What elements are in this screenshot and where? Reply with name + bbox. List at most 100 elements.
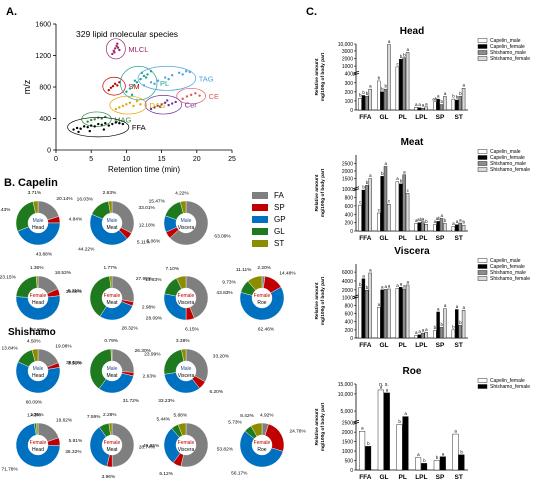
panel-a-label: A. [6, 6, 17, 18]
scatter-x-tick-label: 0 [54, 156, 58, 163]
donut-slice-label: 2.20% [257, 265, 271, 271]
scatter-x-label: Retention time (min) [108, 165, 180, 174]
bar [414, 107, 418, 111]
bar-letter: c [388, 199, 391, 204]
donut-center-part: Viscera [178, 225, 195, 231]
axis-break [352, 296, 360, 300]
scatter-point [86, 120, 89, 123]
bar-category-label: ST [455, 114, 463, 121]
bar [414, 223, 418, 232]
scatter-group-label: SM [128, 82, 139, 91]
bar [424, 332, 428, 339]
bar [405, 193, 410, 232]
scatter-point [115, 44, 118, 48]
bar [368, 88, 372, 111]
bar-letter: b [459, 91, 462, 96]
bar-y-tick-label: 200 [345, 328, 354, 334]
bar [358, 98, 362, 111]
scatter-point [174, 100, 177, 104]
donut-slice-label: 5.31% [68, 288, 82, 294]
bar-letter: b [452, 324, 455, 329]
donut-slice-label: 23.99% [144, 351, 161, 357]
scatter-y-tick-label: 1600 [35, 22, 51, 29]
scatter-point [125, 103, 128, 106]
scatter-group-ellipse [144, 95, 183, 115]
bar-letter: a [415, 330, 418, 335]
bar-legend-label: Capelin_male [490, 149, 521, 155]
bar-y-tick-label: 2500 [342, 161, 353, 167]
donut-slice-label: 4.84% [69, 216, 83, 222]
scatter-point [146, 73, 149, 76]
bar [415, 457, 422, 471]
scatter-x-tick-label: 5 [89, 156, 93, 163]
bar [436, 311, 440, 339]
donut-slice-label: 39.00% [66, 289, 83, 295]
scatter-point [156, 104, 160, 108]
donut-slice [32, 200, 39, 214]
bar-letter: a [418, 329, 421, 334]
donut-slice [108, 200, 113, 214]
donut-slice-label: 4.50% [27, 338, 41, 344]
bar-y-tick-label: 300 [345, 81, 354, 87]
bar-category-label: FFA [359, 114, 372, 121]
donut-center-sex: Female [254, 440, 271, 446]
bar-letter: a [425, 327, 428, 332]
donut-slice [177, 422, 187, 436]
scatter-point [170, 102, 174, 105]
bar-letter: a [369, 84, 372, 89]
donut-slice-label: 23.15% [0, 274, 17, 280]
bar-letter: a [452, 221, 455, 226]
bar [383, 392, 390, 471]
scatter-point [125, 90, 128, 93]
bar-category-label: LPL [415, 114, 427, 121]
bar-letter: b [400, 178, 403, 183]
bar-legend-label: Capelin_female [490, 155, 525, 161]
donut-slice-label: 5.06% [147, 238, 161, 244]
bar [402, 174, 406, 232]
scatter-point [88, 129, 91, 133]
scatter-point [132, 104, 135, 108]
bar-legend-label: Capelin_female [490, 264, 525, 270]
donut-center-sex: Male [33, 218, 44, 224]
bar-category-label: FFA [359, 235, 372, 242]
scatter-point [116, 84, 119, 87]
bar-letter: a [456, 219, 459, 224]
donut-slice-label: 4.22% [175, 190, 189, 196]
bar-letter: a [369, 267, 372, 272]
donut-slice-label: 28.74% [139, 444, 156, 450]
bar [424, 106, 428, 111]
donut-center-part: Viscera [178, 300, 195, 306]
bar-letter: a [381, 284, 384, 289]
scatter-point [149, 107, 153, 111]
bar-letter: ab [436, 216, 442, 221]
bar-legend-swatch [477, 378, 488, 383]
bar-category-label: PL [399, 114, 407, 121]
scatter-point [86, 125, 89, 129]
donut-center-sex: Male [181, 366, 192, 372]
bar [458, 454, 465, 471]
bar [358, 287, 362, 339]
donut-slice [180, 422, 209, 468]
scatter-point [100, 117, 103, 120]
donut-slice-label: 18.53% [55, 270, 72, 276]
scatter-point [90, 124, 93, 127]
bar-letter: a [418, 102, 421, 107]
bar [395, 288, 400, 339]
bar [452, 433, 459, 471]
scatter-point [93, 118, 96, 121]
bar-y-tick-label: 1000 [342, 64, 353, 70]
scatter-point [163, 101, 167, 104]
bar [383, 166, 388, 232]
bar-letter: b [367, 441, 370, 446]
bar-letter: b [456, 95, 459, 100]
donut-slice-label: 28.09% [146, 316, 163, 322]
bar-y-label: Relative amount [314, 58, 320, 95]
bar-category-label: ST [455, 235, 463, 242]
donut-slice-label: 14.83% [145, 277, 162, 283]
donut-slice-label: 6.15% [185, 326, 199, 332]
scatter-point [156, 79, 160, 82]
scatter-point [170, 73, 174, 77]
scatter-y-tick-label: 0 [47, 148, 51, 155]
bar-y-tick-label: 500 [345, 459, 354, 465]
